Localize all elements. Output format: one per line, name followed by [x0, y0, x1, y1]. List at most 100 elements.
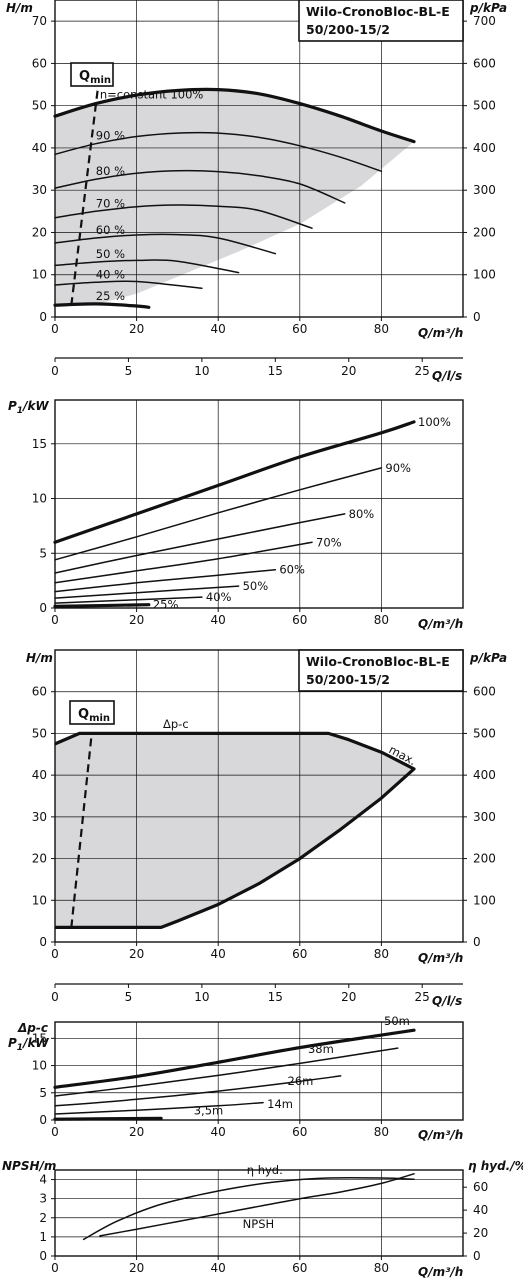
- series-label: 26m: [288, 1074, 314, 1088]
- x-tick-label: 40: [211, 1125, 226, 1139]
- series-line: [54, 585, 240, 599]
- grid: [55, 1170, 463, 1256]
- y-axis-label: H/m: [6, 1, 33, 15]
- axis-ticks: 0 20 40 60 80 0 5 10 15: [32, 437, 389, 627]
- x-tick-label: 0: [51, 1261, 59, 1275]
- panel-dpc-curve: 0 20 40 60 800102030405060010020030040050060…: [26, 649, 507, 965]
- x-tick-label: 0: [51, 322, 59, 336]
- title-frame: [298, 649, 464, 692]
- y-tick-label: 3: [39, 1192, 47, 1206]
- plot-frame: [54, 1021, 464, 1121]
- y2-tick-label: 600: [473, 56, 496, 70]
- series-label: 70 %: [96, 196, 125, 210]
- y-tick-label: 30: [32, 810, 47, 824]
- series-line: [54, 513, 346, 574]
- y-axis-label: H/m: [26, 651, 53, 665]
- grid: [55, 400, 463, 608]
- y2-tick-label: 500: [473, 726, 496, 740]
- series-label: 3,5m: [194, 1103, 224, 1117]
- y-tick-label: 15: [32, 437, 47, 451]
- panel-power-curves: 100% 90% 80% 70% 60% 50% 40% 25% 0 20 40 60 80 0 5 10 1…: [8, 399, 464, 631]
- y2-tick-label: 300: [473, 810, 496, 824]
- x-tick-label: 40: [211, 1261, 226, 1275]
- series-line: [99, 1173, 415, 1237]
- x-tick-label: 0: [51, 990, 59, 1004]
- qmin-line: [70, 733, 93, 928]
- y2-tick-label: 400: [473, 768, 496, 782]
- series-line: [54, 1047, 399, 1097]
- x-axis-label: Q/m³/h: [418, 951, 463, 965]
- x-tick-label: 20: [129, 1125, 144, 1139]
- x-axis-label: Q/l/s: [432, 994, 462, 1008]
- series-label: 90%: [385, 461, 411, 475]
- series-label: 14m: [267, 1097, 293, 1111]
- x-tick-label: 20: [341, 990, 356, 1004]
- series-line: [54, 467, 383, 561]
- series-line: [54, 204, 313, 229]
- series-label: 50 %: [96, 247, 125, 261]
- axis-ticks: 0 20 40 60 800102030405060010020030040050060…: [32, 685, 496, 961]
- series-line: [54, 169, 346, 204]
- x-tick-label: 0: [51, 613, 59, 627]
- y-tick-label: 5: [39, 1086, 47, 1100]
- series-label: n=constant 100%: [100, 88, 204, 102]
- series-line: [53, 87, 416, 144]
- y-tick-label: 2: [39, 1211, 47, 1225]
- y-tick-label: 0: [39, 1113, 47, 1127]
- series-label: 38m: [308, 1042, 334, 1056]
- x-axis-label: Q/m³/h: [418, 1128, 463, 1142]
- y2-tick-label: 600: [473, 685, 496, 699]
- operating-envelope: [55, 733, 414, 928]
- y-tick-label: 40: [32, 768, 47, 782]
- y2-tick-label: 0: [473, 1249, 481, 1263]
- x-tick-label: 40: [211, 947, 226, 961]
- y-label-main: P: [8, 1036, 17, 1050]
- series-line: [53, 1028, 416, 1089]
- y2-axis-label: p/kPa: [469, 651, 507, 665]
- y-tick-label: 5: [39, 546, 47, 560]
- x-tick-label: 25: [415, 990, 430, 1004]
- y2-tick-label: 0: [473, 310, 481, 324]
- qmin-label: Qmin: [69, 700, 115, 725]
- y-axis-label: P1/kW: [8, 399, 49, 416]
- y2-tick-label: 200: [473, 225, 496, 239]
- qmin-line: [70, 71, 101, 306]
- y2-axis-label: p/kPa: [469, 1, 507, 15]
- power-curves: 50m 38m 26m 14m 3,5m: [53, 1014, 416, 1121]
- y2-tick-label: 700: [473, 14, 496, 28]
- series-label: 40%: [206, 590, 232, 604]
- y-label-sub: 1: [17, 1043, 23, 1053]
- speed-curves: n=constant 100% 90 % 80 % 70 % 60 % 50 % 40 % 2…: [53, 87, 416, 309]
- series-line: [53, 1116, 163, 1121]
- y-label-sub: 1: [17, 406, 23, 416]
- dpc-label: Δp-c: [163, 717, 189, 731]
- y-tick-label: 10: [32, 893, 47, 907]
- title-frame: [298, 0, 464, 42]
- y2-tick-label: 20: [473, 1226, 488, 1240]
- y-label-unit: /kW: [21, 1036, 49, 1050]
- x-tick-label: 10: [194, 990, 209, 1004]
- series-line: [54, 131, 383, 172]
- qmin-label: Qmin: [70, 62, 114, 87]
- y-axis-label: P1/kW: [8, 1036, 49, 1053]
- x-tick-label: 60: [292, 1125, 307, 1139]
- title-line-2: 50/200-15/2: [306, 22, 390, 37]
- grid: [55, 0, 463, 317]
- grid: [55, 1022, 463, 1120]
- series-label: 50%: [243, 579, 269, 593]
- panel-flow-axis-2: 0 5 10 15 20 25 Q/l/s: [51, 983, 463, 1008]
- qmin-text: Q: [78, 707, 89, 722]
- x-tick-label: 80: [374, 947, 389, 961]
- x-tick-label: 80: [374, 322, 389, 336]
- series-line: [54, 280, 203, 290]
- x-tick-label: 5: [125, 364, 133, 378]
- x-axis-label: Q/m³/h: [418, 617, 463, 631]
- x-tick-label: 60: [292, 947, 307, 961]
- y-tick-label: 0: [39, 310, 47, 324]
- x-tick-label: 80: [374, 613, 389, 627]
- series-line: [53, 302, 151, 309]
- series-line: [54, 541, 313, 584]
- y2-tick-label: 100: [473, 268, 496, 282]
- x-tick-label: 15: [268, 990, 283, 1004]
